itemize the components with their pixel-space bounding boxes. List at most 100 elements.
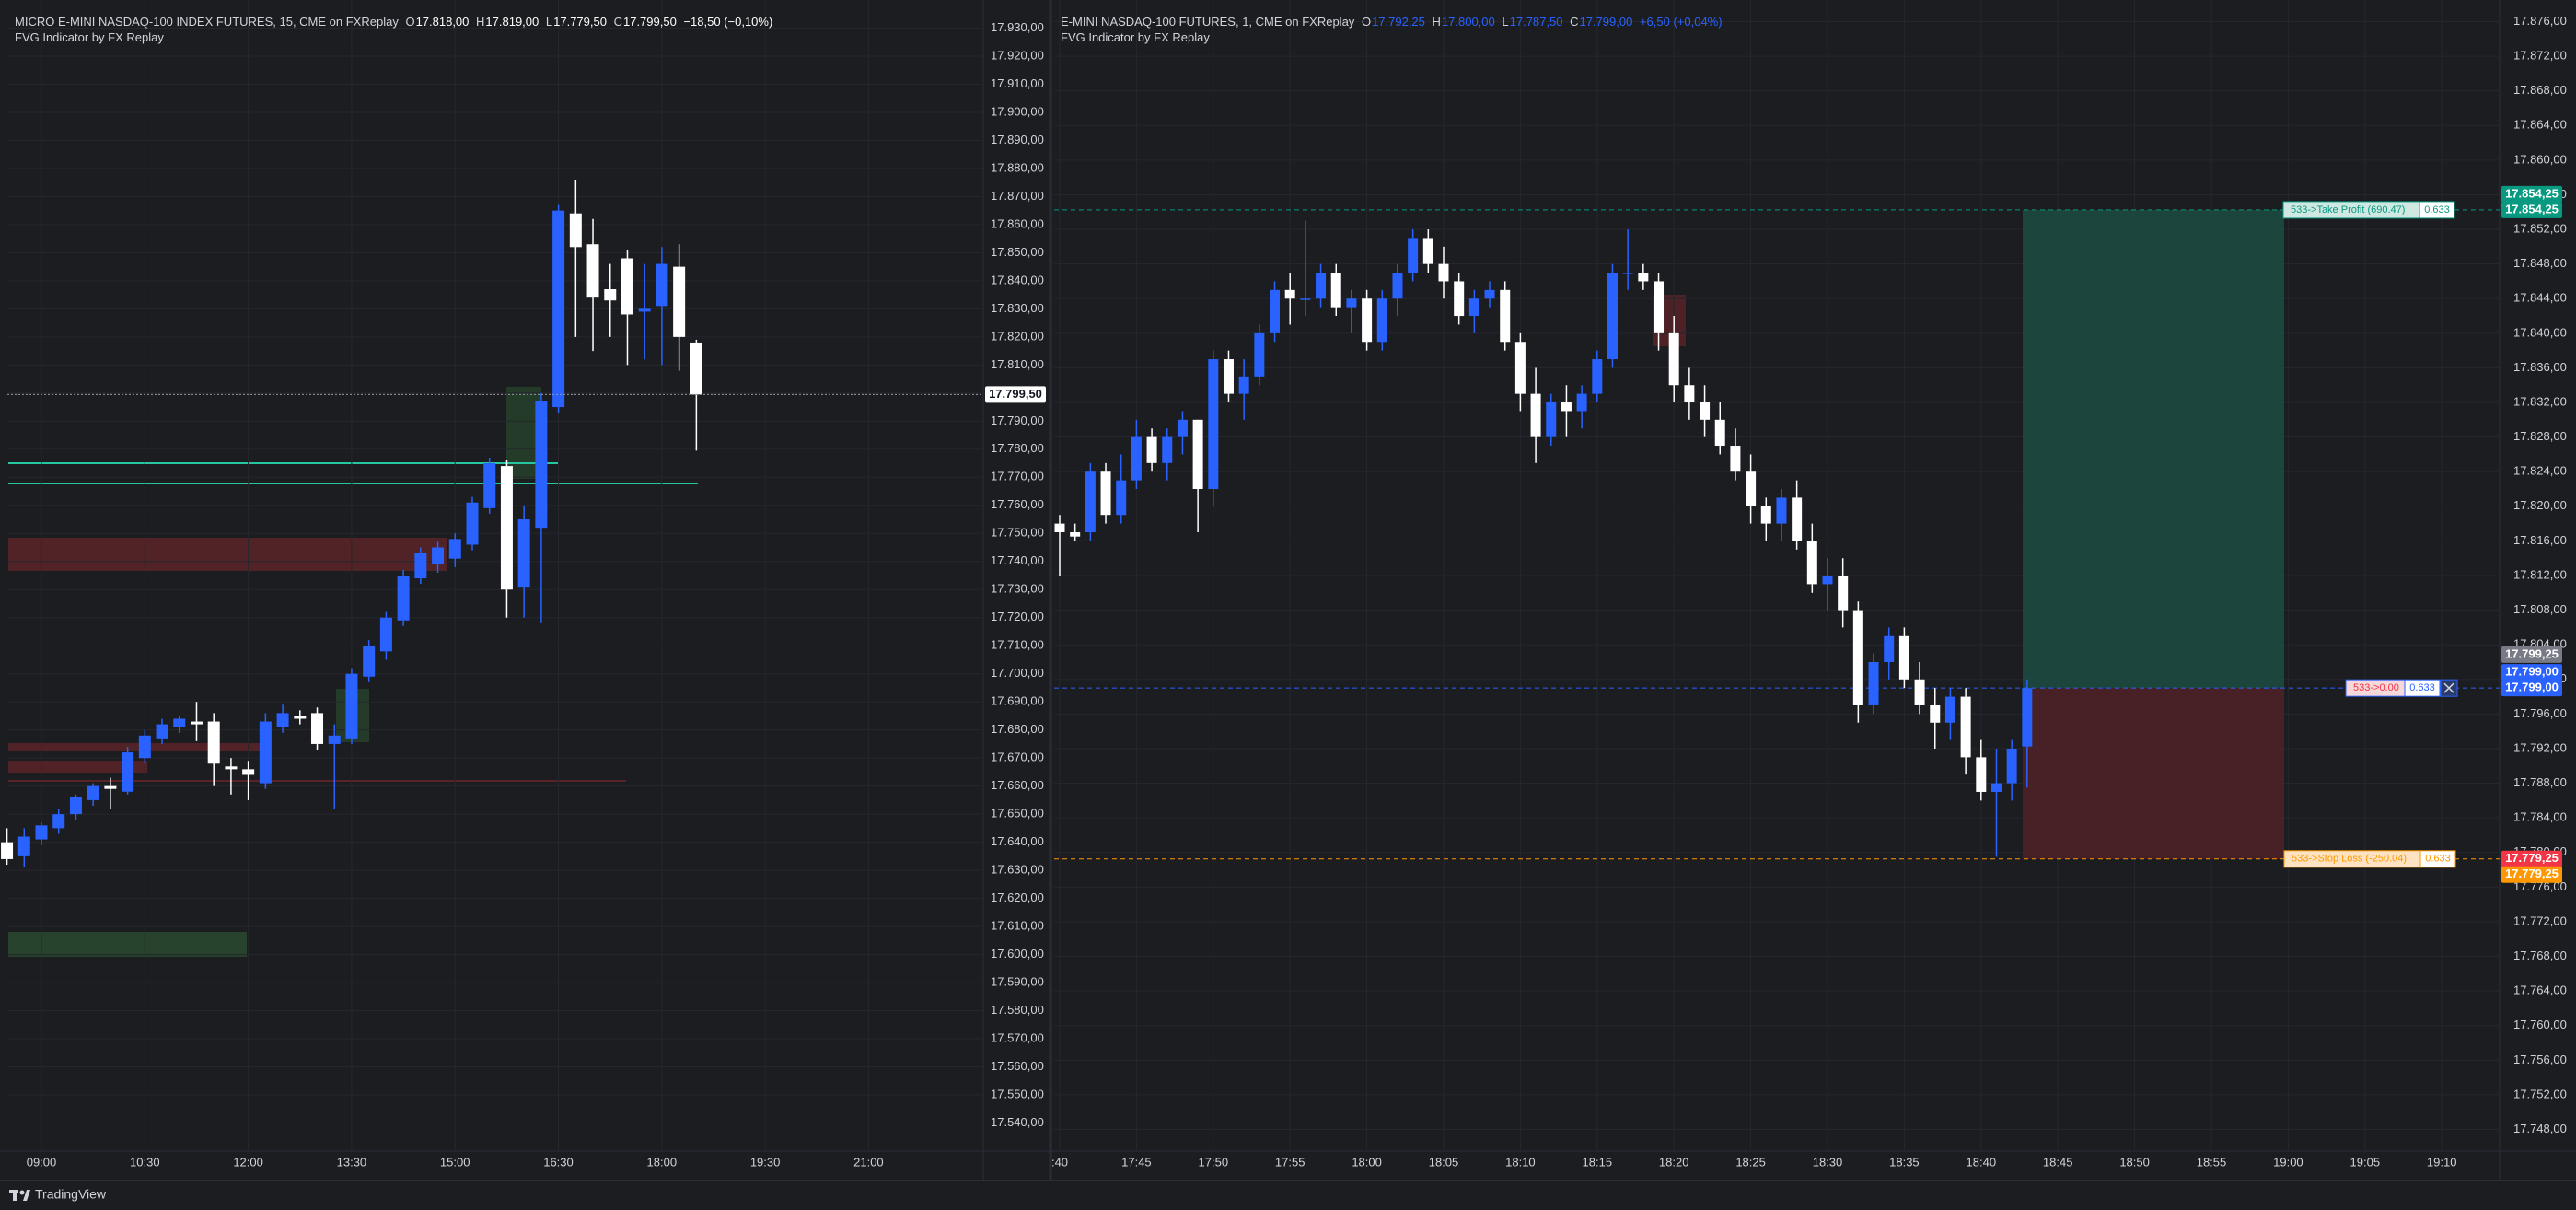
order-qty-box (2419, 850, 2456, 868)
candle-body (1914, 679, 1925, 705)
time-tick-label: 18:30 (1813, 1155, 1843, 1169)
price-tick-label: 17.900,00 (991, 104, 1044, 118)
candle-body (363, 646, 376, 677)
ohlc-value: 17.819,00 (485, 15, 540, 29)
price-change: −18,50 (−0,10%) (683, 15, 773, 29)
price-tick-label: 17.832,00 (2513, 394, 2567, 408)
candle-body (1730, 446, 1741, 472)
time-tick-label: 13:30 (337, 1155, 367, 1169)
candle-body (1960, 696, 1971, 758)
candle-body (1514, 342, 1526, 394)
candle-body (1976, 757, 1987, 792)
chart-header: MICRO E-MINI NASDAQ-100 INDEX FUTURES, 1… (15, 15, 776, 29)
price-tick-label: 17.770,00 (991, 470, 1044, 483)
candle-body (500, 466, 513, 590)
price-tick-label: 17.930,00 (991, 20, 1044, 34)
candle-body (448, 539, 461, 559)
candle-body (1561, 402, 1572, 412)
candle-body (1930, 704, 1941, 723)
price-tick-label: 17.748,00 (2513, 1122, 2567, 1135)
candle-body (190, 721, 203, 725)
price-badge (2501, 201, 2562, 218)
candle-body (397, 576, 410, 621)
price-tick-label: 17.808,00 (2513, 602, 2567, 616)
candle-body (1270, 289, 1281, 333)
candle-body (138, 735, 151, 759)
price-tick-label: 17.890,00 (991, 133, 1044, 146)
price-tick-label: 17.876,00 (2513, 14, 2567, 28)
fvg-zone (8, 932, 247, 957)
ohlc-value: 17.799,50 (622, 15, 677, 29)
candle-body (345, 673, 358, 739)
take-profit-zone (2023, 209, 2284, 689)
price-tick-label: 17.864,00 (2513, 118, 2567, 132)
candle-body (569, 213, 582, 248)
price-tick-label: 17.868,00 (2513, 83, 2567, 97)
candle-body (1700, 402, 1711, 420)
candle-body (1668, 332, 1679, 386)
candle-body (1530, 393, 1541, 437)
symbol-title: MICRO E-MINI NASDAQ-100 INDEX FUTURES, 1… (15, 15, 399, 29)
candle-body (173, 718, 186, 727)
price-tick-label: 17.820,00 (2513, 498, 2567, 512)
price-tick-label: 17.630,00 (991, 863, 1044, 877)
candle-body (1806, 541, 1817, 585)
price-tick-label: 17.690,00 (991, 694, 1044, 708)
time-tick-label: 18:40 (1967, 1155, 1997, 1169)
price-badge (2501, 185, 2562, 203)
indicator-label: FVG Indicator by FX Replay (1061, 30, 1210, 44)
candle-body (156, 724, 168, 739)
price-tick-label: 17.860,00 (2513, 152, 2567, 166)
price-tick-label: 17.540,00 (991, 1115, 1044, 1129)
ohlc-value: 17.800,00 (1441, 15, 1495, 29)
price-tick-label: 17.910,00 (991, 76, 1044, 90)
candle-body (1238, 376, 1249, 394)
candle-body (1177, 419, 1188, 437)
candle-body (1284, 289, 1295, 299)
time-tick-label: 17:45 (1121, 1155, 1152, 1169)
candle-body (466, 502, 479, 545)
price-tick-label: 17.780,00 (991, 441, 1044, 455)
candle-body (1223, 359, 1234, 394)
candle-body (1576, 393, 1587, 412)
candle-body (1746, 471, 1757, 506)
time-tick-label: 21:00 (853, 1155, 884, 1169)
time-tick-label: 18:20 (1659, 1155, 1689, 1169)
price-badge-label: 17.799,00 (2505, 681, 2559, 694)
price-tick-label: 17.740,00 (991, 553, 1044, 567)
candle-body (1822, 576, 1833, 585)
ohlc-key: L (1502, 15, 1509, 29)
candle-body (1330, 273, 1341, 308)
candle-body (1592, 359, 1603, 394)
price-tick-label: 17.850,00 (991, 245, 1044, 259)
candle-body (1408, 238, 1419, 273)
price-tick-label: 17.824,00 (2513, 464, 2567, 478)
candle-body (276, 713, 289, 727)
candle-body (1362, 298, 1373, 343)
candle-body (1438, 263, 1449, 282)
time-tick-label: 10:30 (130, 1155, 160, 1169)
order-qty-box (2404, 679, 2441, 697)
price-tick-label: 17.872,00 (2513, 49, 2567, 63)
price-tick-label: 17.784,00 (2513, 810, 2567, 824)
price-change: +6,50 (+0,04%) (1639, 15, 1723, 29)
price-badge-label: 17.854,25 (2505, 186, 2559, 200)
price-badge (2501, 866, 2562, 883)
candle-body (122, 752, 134, 792)
order-qty: 0.633 (2409, 682, 2435, 693)
candle-body (483, 463, 496, 508)
price-tick-label: 17.852,00 (2513, 221, 2567, 235)
time-tick-label: 17:55 (1275, 1155, 1305, 1169)
candle-body (1714, 419, 1725, 447)
time-tick-label: 18:05 (1429, 1155, 1459, 1169)
price-tick-label: 17.600,00 (991, 947, 1044, 960)
candle-body (1868, 661, 1879, 705)
time-tick-label: 18:45 (2043, 1155, 2073, 1169)
price-badge-label: 17.854,25 (2505, 202, 2559, 215)
candle-body (1684, 385, 1695, 403)
price-tick-label: 17.650,00 (991, 807, 1044, 820)
time-tick-label: :40 (1051, 1155, 1068, 1169)
candle-body (673, 266, 686, 337)
candle-body (52, 814, 65, 829)
